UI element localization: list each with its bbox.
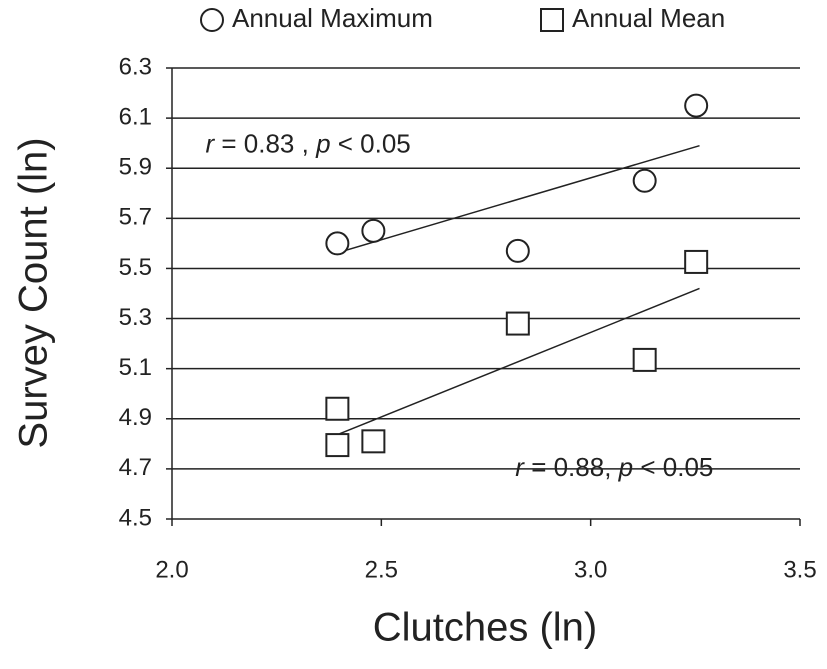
annotation-part: = 0.83 , xyxy=(214,129,316,159)
trend-line xyxy=(339,144,700,253)
y-tick-label: 5.3 xyxy=(119,304,152,331)
x-tick-label: 3.0 xyxy=(574,556,607,583)
y-tick-label: 5.9 xyxy=(119,154,152,181)
legend-label: Annual Maximum xyxy=(232,3,433,33)
trend-line xyxy=(339,287,700,435)
y-tick-label: 4.9 xyxy=(119,404,152,431)
point xyxy=(325,433,350,458)
annotation-part: < 0.05 xyxy=(331,129,411,159)
point xyxy=(361,218,386,243)
point xyxy=(684,93,709,118)
point xyxy=(684,249,709,274)
point xyxy=(632,168,657,193)
y-tick-label: 4.7 xyxy=(119,454,152,481)
annotation-part: = 0.88, xyxy=(524,452,619,482)
y-tick-label: 4.5 xyxy=(119,504,152,531)
legend-marker xyxy=(200,8,224,32)
x-axis-title: Clutches (ln) xyxy=(373,606,598,650)
y-axis-title: Survey Count (ln) xyxy=(12,137,56,448)
y-tick-label: 6.3 xyxy=(119,53,152,80)
point xyxy=(632,347,657,372)
legend-label: Annual Mean xyxy=(572,3,725,33)
y-tick-label: 5.5 xyxy=(119,254,152,281)
annotation-part: r xyxy=(205,129,215,159)
annotation-part: r xyxy=(515,452,525,482)
point xyxy=(361,429,386,454)
y-tick-label: 6.1 xyxy=(119,103,152,130)
point xyxy=(325,396,350,421)
y-tick-label: 5.7 xyxy=(119,204,152,231)
y-tick-label: 5.1 xyxy=(119,354,152,381)
annotation-part: < 0.05 xyxy=(633,452,713,482)
legend-marker xyxy=(540,8,564,32)
annotation: r = 0.88, p < 0.05 xyxy=(515,452,713,482)
point xyxy=(505,311,530,336)
annotation-part: p xyxy=(315,129,330,159)
x-tick-label: 2.0 xyxy=(155,556,188,583)
annotation: r = 0.83 , p < 0.05 xyxy=(205,129,410,159)
x-tick-label: 2.5 xyxy=(365,556,398,583)
point xyxy=(505,238,530,263)
x-tick-label: 3.5 xyxy=(783,556,816,583)
annotation-part: p xyxy=(618,452,633,482)
point xyxy=(325,231,350,256)
